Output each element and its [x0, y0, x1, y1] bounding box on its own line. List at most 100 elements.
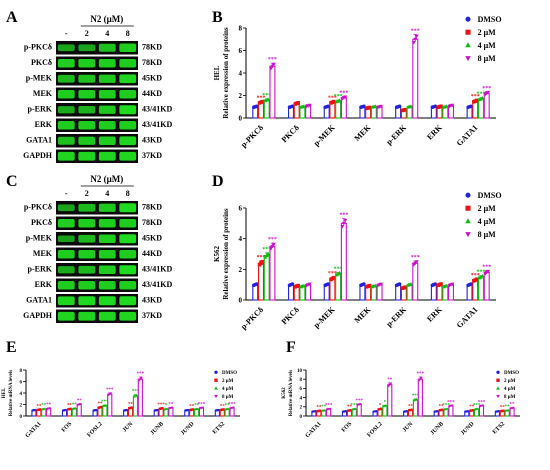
data-point — [511, 406, 515, 410]
data-point — [433, 282, 438, 286]
significance-label: *** — [328, 95, 337, 101]
data-point — [74, 406, 77, 410]
blot-band — [57, 136, 75, 145]
legend-marker — [496, 378, 500, 382]
blot-band — [98, 296, 116, 306]
category-group-2: ********* — [323, 91, 348, 119]
y-tick-label: 4 — [239, 69, 243, 77]
legend-entry: 4 μM — [478, 217, 497, 226]
blot-row-mek: MEK 44KD — [33, 247, 162, 261]
data-point — [414, 260, 419, 264]
data-point — [69, 407, 72, 411]
category-label: p-ERK — [384, 305, 408, 329]
treatment-header: N2 (μM) — [90, 174, 123, 184]
category-group-5: ******** — [464, 400, 486, 417]
data-point — [271, 242, 276, 247]
data-point — [377, 408, 380, 411]
bar — [406, 284, 413, 301]
category-label: GATA1 — [305, 421, 323, 439]
data-point — [221, 408, 224, 411]
lane-label: 2 — [85, 29, 89, 38]
legend-marker — [465, 56, 471, 62]
bar — [412, 38, 419, 119]
category-label: ETS2 — [492, 421, 506, 435]
data-point — [108, 393, 112, 396]
blot-row-p-erk: p-ERK 43/41KD — [28, 103, 172, 117]
data-point — [375, 410, 378, 413]
bar — [477, 276, 485, 301]
data-point — [318, 409, 322, 412]
y-tick-label: 2 — [239, 92, 243, 100]
blot-strip — [56, 232, 138, 246]
data-point — [466, 410, 470, 413]
blot-row-gapdh: GAPDH 37KD — [23, 309, 162, 323]
cell-line-label: K562 — [282, 387, 287, 399]
blot-band — [119, 219, 137, 228]
significance-label: *** — [478, 400, 486, 405]
blot-strip — [56, 72, 138, 86]
panel-letter: A — [6, 9, 18, 26]
data-point — [409, 281, 413, 286]
blot-band — [119, 203, 137, 213]
legend: DMSO 2 μM 4 μM 8 μM — [214, 370, 237, 400]
data-point — [450, 404, 454, 407]
kd-label: 43/41KD — [142, 280, 172, 289]
data-point — [104, 403, 108, 407]
data-point — [450, 103, 455, 108]
data-point — [159, 407, 163, 410]
category-label: JUND — [180, 421, 196, 437]
significance-label: *** — [137, 372, 145, 377]
blot-band — [98, 121, 116, 130]
data-point — [414, 34, 419, 39]
data-point — [343, 95, 348, 100]
blot-band — [57, 250, 75, 259]
blot-band — [78, 74, 96, 83]
data-point — [474, 98, 479, 103]
blot-band — [98, 43, 116, 52]
data-point — [227, 407, 230, 410]
legend-marker — [465, 218, 471, 224]
significance-label: * — [165, 404, 168, 409]
data-point — [480, 274, 485, 278]
category-label: GATA1 — [455, 123, 480, 148]
legend-marker — [214, 378, 218, 382]
data-point — [270, 244, 275, 249]
blot-band — [98, 105, 116, 114]
blot-row-pkc-: PKCδ 78KD — [31, 216, 162, 230]
legend-marker — [214, 394, 218, 399]
significance-label: *** — [355, 399, 363, 404]
data-point — [219, 408, 223, 412]
data-point — [139, 378, 142, 381]
data-point — [354, 407, 357, 410]
blot-band — [78, 59, 96, 68]
kd-label: 78KD — [142, 203, 162, 212]
protein-label: MEK — [33, 89, 53, 98]
protein-label: ERK — [35, 120, 53, 129]
blot-band — [98, 203, 116, 212]
category-group-3 — [359, 282, 383, 301]
western-panel-C: C N2 (μM) - 2 4 8 p-PKCδ 78KD PKCδ 78KD p-MEK 45KD M… — [6, 173, 172, 323]
significance-label: *** — [132, 390, 140, 395]
data-point — [469, 104, 473, 109]
bar — [483, 92, 490, 119]
data-point — [290, 104, 295, 109]
significance-label: *** — [471, 94, 480, 100]
y-axis-label: Relative mRNA levels — [289, 370, 294, 416]
blot-strip — [56, 309, 138, 323]
data-point — [317, 409, 321, 413]
significance-label: *** — [482, 86, 491, 92]
data-point — [379, 282, 383, 287]
blot-row-erk: ERK 43/41KD — [35, 118, 172, 132]
data-point — [260, 99, 265, 104]
data-point — [445, 407, 449, 410]
blot-band — [57, 219, 75, 228]
data-point — [66, 408, 70, 411]
significance-label: ** — [408, 405, 414, 410]
kd-label: 45KD — [142, 234, 162, 243]
data-point — [271, 62, 276, 67]
blot-row-p-mek: p-MEK 45KD — [26, 72, 162, 86]
data-point — [130, 406, 133, 409]
data-point — [348, 409, 351, 412]
blot-row-pkc-: PKCδ 78KD — [31, 56, 162, 70]
blot-band — [57, 59, 75, 68]
